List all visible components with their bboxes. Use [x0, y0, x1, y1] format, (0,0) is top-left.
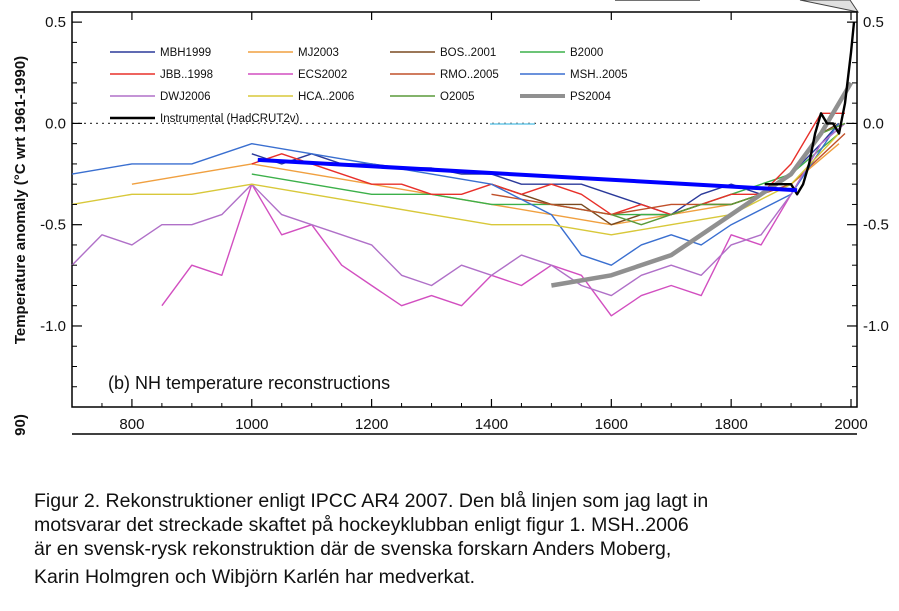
x-tick-label: 1600	[595, 416, 628, 433]
legend-label: BOS..2001	[440, 47, 496, 59]
series-line-ecs2002	[161, 122, 846, 317]
series-line-msh-2005	[71, 123, 839, 266]
legend: MBH1999 MJ2003 BOS..2001 B2000 JBB..1998 ECS2…	[110, 47, 628, 125]
x-tick-label: 2000	[834, 416, 867, 433]
legend-label: HCA..2006	[298, 91, 354, 103]
legend-label: MSH..2005	[570, 69, 628, 81]
legend-label: DWJ2006	[160, 91, 211, 103]
overlay-trend-line	[257, 157, 798, 193]
y-axis-label-clipped: 90)	[12, 414, 29, 436]
series-line-o2005	[611, 122, 846, 226]
y-tick-label-right: 0.5	[863, 14, 884, 31]
x-tick-label: 800	[119, 416, 144, 433]
x-tick-label: 1000	[235, 416, 268, 433]
series-line-dwj2006	[71, 122, 846, 297]
callout-fragment	[615, 0, 860, 13]
caption-line-2: motsvarar det streckade skaftet på hocke…	[34, 514, 689, 536]
panel-label: (b) NH temperature reconstructions	[108, 373, 390, 393]
overlay-layer	[257, 157, 798, 193]
y-tick-label-left: -1.0	[40, 318, 66, 335]
legend-label: PS2004	[570, 91, 612, 103]
caption-line-1: Figur 2. Rekonstruktioner enligt IPCC AR…	[34, 490, 709, 512]
x-tick-label: 1800	[714, 416, 747, 433]
plot-area	[71, 11, 858, 408]
x-tick-label: 1400	[475, 416, 508, 433]
x-tick-label: 1200	[355, 416, 388, 433]
series-line-jbb-1998	[251, 112, 845, 216]
caption-line-4: Karin Holmgren och Wibjörn Karlén har me…	[34, 566, 476, 588]
legend-label: Instrumental (HadCRUT2v)	[160, 113, 299, 125]
y-ticks-left: 0.5 0.0 -0.5 -1.0	[40, 14, 82, 388]
series-line-ps2004	[551, 81, 853, 288]
legend-label: JBB..1998	[160, 69, 213, 81]
x-ticks: 800 1000 1200 1400 1600 1800 2000	[71, 12, 868, 433]
y-tick-label-right: 0.0	[863, 115, 884, 132]
y-tick-label-left: 0.0	[45, 115, 66, 132]
figure-caption: Figur 2. Rekonstruktioner enligt IPCC AR…	[34, 489, 884, 589]
y-ticks-right: 0.5 0.0 -0.5 -1.0	[847, 14, 889, 388]
series-line-hca-2006	[71, 133, 840, 236]
legend-label: MBH1999	[160, 47, 211, 59]
legend-label: ECS2002	[298, 69, 347, 81]
chart-figure: 800 1000 1200 1400 1600 1800 2000 0.5 0.0 -0.5 -1…	[12, 0, 889, 436]
legend-label: O2005	[440, 91, 475, 103]
series-line-instrumental-hadcrut2v	[764, 21, 856, 196]
series-layer	[71, 21, 856, 317]
y-axis-label: Temperature anomaly (°C wrt 1961-1990)	[12, 56, 29, 344]
caption-line-3: är en svensk-rysk rekonstruktion där de …	[34, 538, 672, 560]
legend-label: B2000	[570, 47, 603, 59]
legend-label: MJ2003	[298, 47, 339, 59]
y-tick-label-left: -0.5	[40, 217, 66, 234]
y-tick-label-right: -0.5	[863, 217, 889, 234]
y-tick-label-right: -1.0	[863, 318, 889, 335]
legend-label: RMO..2005	[440, 69, 499, 81]
y-tick-label-left: 0.5	[45, 14, 66, 31]
